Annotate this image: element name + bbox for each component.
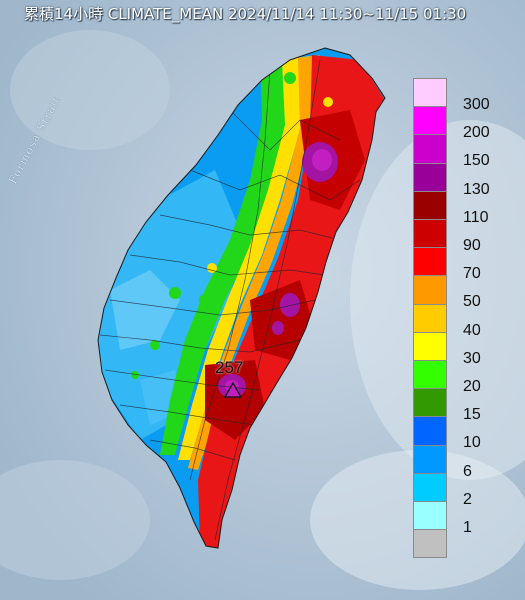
max-station-triangle-icon [224,382,242,398]
legend-swatch [413,190,447,220]
legend-swatch [413,331,447,361]
legend-swatch [413,106,447,136]
legend-swatch [413,360,447,390]
legend-level-label: 1 [463,518,472,536]
legend-level-label: 70 [463,265,481,283]
legend-level-label: 10 [463,434,481,452]
legend-level-label: 200 [463,124,490,142]
rainfall-legend: 300 200 150 130 110 90 70 50 40 30 20 15 10 6 2 1 [413,78,513,570]
legend-swatch [413,162,447,192]
legend-level-label: 130 [463,180,490,198]
max-station-value: 257 [215,358,244,377]
legend-swatch [413,501,447,531]
legend-level-label: 30 [463,349,481,367]
legend-level-label: 20 [463,377,481,395]
legend-level-label: 2 [463,490,472,508]
taiwan-coastline [97,47,386,549]
legend-level-label: 40 [463,321,481,339]
legend-swatch [413,444,447,474]
legend-swatch [413,303,447,333]
legend-swatch [413,529,447,559]
cloud-patch [0,460,150,580]
legend-level-label: 50 [463,293,481,311]
legend-level-label: 150 [463,152,490,170]
legend-level-label: 15 [463,406,481,424]
legend-level-label: 110 [463,208,489,226]
legend-swatch [413,247,447,277]
legend-swatch [413,134,447,164]
legend-swatch [413,275,447,305]
legend-swatch [413,388,447,418]
legend-level-label: 6 [463,462,472,480]
legend-swatch [413,472,447,502]
county-boundaries [99,59,361,541]
legend-swatch [413,78,447,108]
legend-level-label: 90 [463,236,481,254]
legend-swatch [413,219,447,249]
map-title: 累積14小時 CLIMATE_MEAN 2024/11/14 11:30~11/… [24,4,467,23]
legend-level-label: 300 [463,95,490,113]
legend-swatch [413,416,447,446]
cloud-patch [10,30,170,150]
